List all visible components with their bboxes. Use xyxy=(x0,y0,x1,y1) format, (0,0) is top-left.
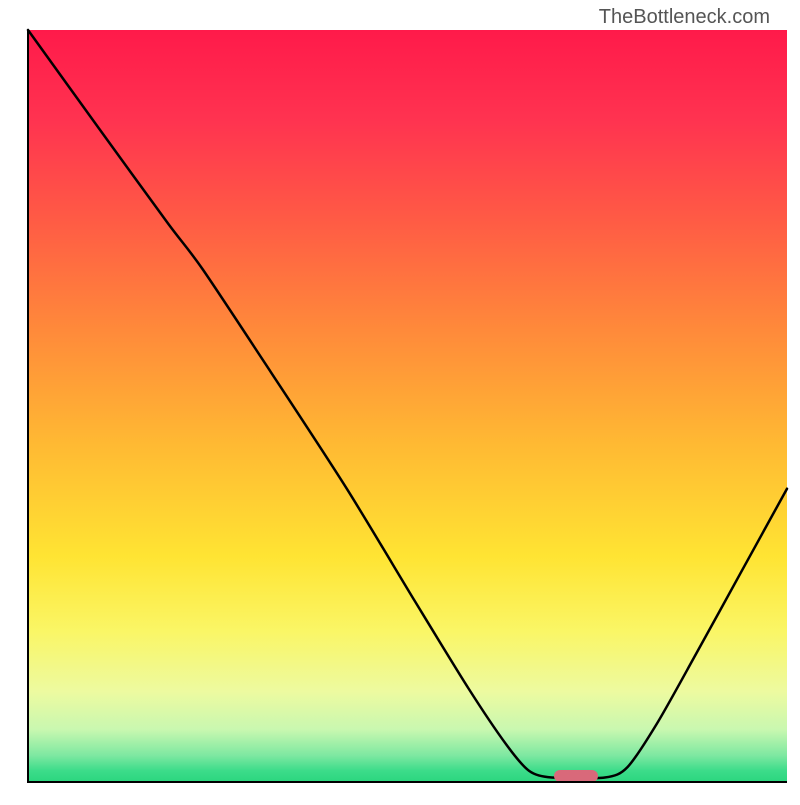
bottleneck-chart: TheBottleneck.com xyxy=(0,0,800,800)
optimal-marker xyxy=(554,770,598,782)
source-watermark: TheBottleneck.com xyxy=(599,6,770,29)
gradient-background xyxy=(28,30,787,782)
chart-svg xyxy=(0,0,800,800)
